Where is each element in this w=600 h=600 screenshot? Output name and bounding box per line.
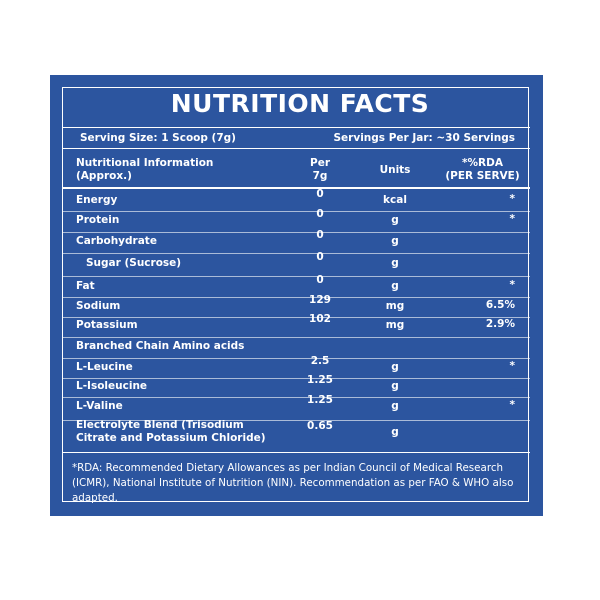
row-per: 1.25	[307, 394, 333, 406]
row-per: 0.65	[307, 420, 333, 432]
row-rda: *	[509, 279, 516, 291]
divider	[63, 127, 530, 128]
row-per: 129	[309, 294, 331, 306]
serving-size: Serving Size: 1 Scoop (7g)	[80, 132, 236, 144]
row-name: L-Valine	[76, 399, 123, 412]
row-name: Protein	[76, 213, 120, 226]
row-divider	[63, 317, 530, 318]
row-units: g	[391, 361, 399, 373]
row-name: Sodium	[76, 299, 121, 312]
row-units: g	[391, 426, 399, 438]
header-per: Per 7g	[310, 157, 330, 182]
row-name: Energy	[76, 193, 118, 206]
row-per: 1.25	[307, 374, 333, 386]
row-rda: *	[509, 399, 516, 411]
row-name: Carbohydrate	[76, 234, 157, 247]
title: NUTRITION FACTS	[170, 89, 430, 118]
row-per: 0	[316, 208, 324, 220]
divider	[63, 148, 530, 149]
header-info: Nutritional Information (Approx.)	[76, 157, 214, 182]
row-per: 102	[309, 313, 331, 325]
row-rda: *	[509, 213, 516, 225]
row-divider	[63, 276, 530, 277]
row-rda: *	[509, 360, 516, 372]
row-units: mg	[385, 319, 405, 331]
row-per: 2.5	[310, 355, 330, 367]
row-per: 0	[316, 251, 324, 263]
footnote: *RDA: Recommended Dietary Allowances as …	[72, 462, 514, 504]
row-name: Branched Chain Amino acids	[76, 339, 245, 352]
row-divider	[63, 211, 530, 212]
row-divider	[63, 337, 530, 338]
header-rda: *%RDA (PER SERVE)	[445, 157, 520, 182]
row-units: mg	[385, 300, 405, 312]
row-units: g	[391, 280, 399, 292]
row-name: Sugar (Sucrose)	[86, 256, 182, 269]
row-per: 0	[316, 274, 324, 286]
row-units: g	[391, 214, 399, 226]
servings-per-jar: Servings Per Jar: ~30 Servings	[333, 132, 516, 144]
header-units: Units	[379, 164, 411, 176]
row-units: kcal	[383, 194, 407, 206]
row-rda: *	[509, 193, 516, 205]
row-per: 0	[316, 229, 324, 241]
row-units: g	[391, 380, 399, 392]
row-divider	[63, 397, 530, 398]
row-per: 0	[316, 188, 324, 200]
row-units: g	[391, 235, 399, 247]
row-name: L-Leucine	[76, 360, 133, 373]
row-divider	[63, 420, 530, 421]
row-divider	[63, 378, 530, 379]
row-divider	[63, 358, 530, 359]
panel-border	[62, 87, 529, 502]
row-name: L-Isoleucine	[76, 379, 148, 392]
row-units: g	[391, 400, 399, 412]
row-name: Potassium	[76, 318, 138, 331]
row-divider	[63, 297, 530, 298]
row-units: g	[391, 257, 399, 269]
row-divider	[63, 232, 530, 233]
row-name: Electrolyte Blend (Trisodium Citrate and…	[76, 419, 266, 444]
row-rda: 2.9%	[485, 318, 515, 330]
row-rda: 6.5%	[485, 299, 515, 311]
row-divider	[63, 253, 530, 254]
row-name: Fat	[76, 279, 95, 292]
divider	[63, 452, 530, 453]
divider	[63, 187, 530, 189]
